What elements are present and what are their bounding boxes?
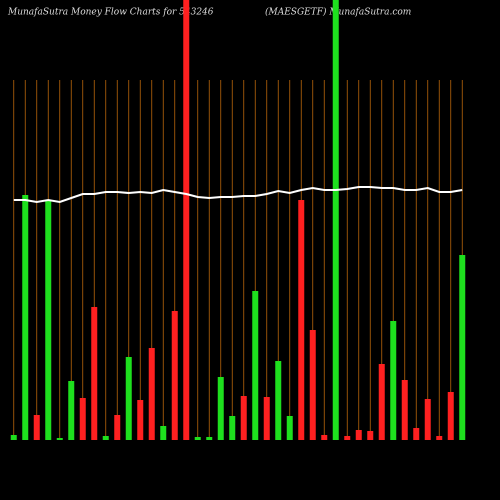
bar: [298, 200, 305, 440]
bar: [240, 396, 247, 440]
bar: [401, 380, 408, 440]
bar: [137, 400, 144, 440]
bar: [436, 436, 443, 440]
bar: [390, 321, 397, 440]
bar: [125, 357, 132, 440]
money-flow-line: [13, 186, 463, 204]
bar: [79, 398, 86, 440]
bar: [171, 311, 178, 440]
bar: [194, 437, 201, 440]
bar: [252, 291, 259, 440]
bar: [183, 0, 190, 440]
bar: [344, 436, 351, 440]
bar: [160, 426, 167, 440]
bar: [148, 348, 155, 440]
bar: [102, 436, 109, 440]
bar: [459, 255, 466, 440]
bar: [33, 415, 40, 440]
bar: [309, 330, 316, 440]
bar: [22, 195, 29, 440]
bar: [217, 377, 224, 440]
bar: [229, 416, 236, 440]
bar: [378, 364, 385, 440]
bar: [45, 200, 52, 440]
bar: [367, 431, 374, 440]
bar: [332, 0, 339, 440]
bar: [321, 435, 328, 440]
bar: [263, 397, 270, 440]
bar: [91, 307, 98, 440]
bar: [355, 430, 362, 440]
chart-title: MunafaSutra Money Flow Charts for 543246: [7, 8, 214, 18]
bar: [413, 428, 420, 440]
bar: [447, 392, 454, 440]
bar: [206, 437, 213, 440]
bar: [114, 415, 121, 440]
bar: [56, 438, 63, 440]
bar: [286, 416, 293, 440]
bar: [275, 361, 282, 440]
bar: [424, 399, 431, 440]
bar: [68, 381, 75, 440]
bar: [10, 435, 17, 440]
